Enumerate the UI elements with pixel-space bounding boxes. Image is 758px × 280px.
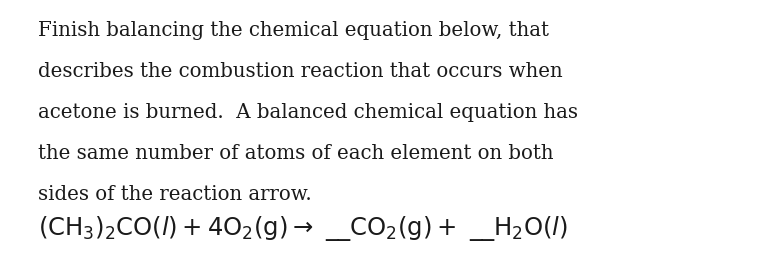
Text: Finish balancing the chemical equation below, that: Finish balancing the chemical equation b… [38, 21, 549, 40]
Text: $\mathrm{(CH_3)_2CO(\mathit{l}) + 4O_2(g) \rightarrow \ \_\_CO_2(g) + \ \_\_H_2O: $\mathrm{(CH_3)_2CO(\mathit{l}) + 4O_2(g… [38, 214, 568, 242]
Text: the same number of atoms of each element on both: the same number of atoms of each element… [38, 144, 553, 163]
Text: acetone is burned.  A balanced chemical equation has: acetone is burned. A balanced chemical e… [38, 103, 578, 122]
Text: describes the combustion reaction that occurs when: describes the combustion reaction that o… [38, 62, 562, 81]
Text: sides of the reaction arrow.: sides of the reaction arrow. [38, 185, 312, 204]
